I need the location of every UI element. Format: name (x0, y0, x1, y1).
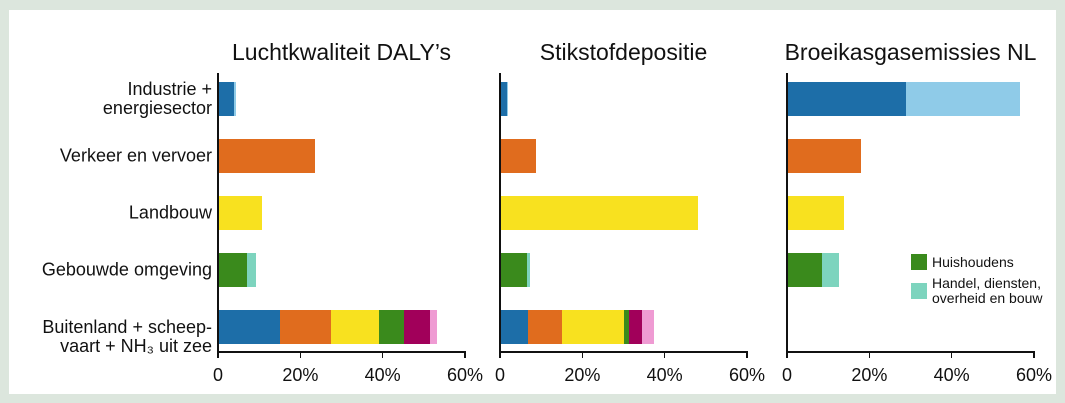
bar-segment (429, 310, 438, 344)
x-tick (217, 352, 219, 358)
x-tick (786, 352, 788, 358)
bar-segment (905, 82, 1020, 116)
bar-segment (233, 82, 237, 116)
category-label: Gebouwde omgeving (41, 259, 212, 280)
x-tick-label: 20% (282, 365, 319, 385)
bar-segment (787, 82, 906, 116)
bar-segment (624, 310, 630, 344)
bar-segment (527, 310, 563, 344)
x-tick (868, 352, 871, 358)
legend-label: Handel, diensten, overheid en bouw (932, 275, 1043, 306)
x-tick (581, 352, 584, 358)
x-tick-label: 40% (646, 365, 683, 385)
x-tick-label: 60% (446, 365, 484, 385)
x-tick (464, 352, 466, 358)
x-tick-label: 60% (728, 365, 766, 385)
x-tick (299, 352, 302, 358)
category-label: Verkeer en vervoer (59, 145, 212, 166)
bar-segment (527, 253, 531, 287)
x-tick-label: 0 (212, 365, 224, 385)
bar-segment (404, 310, 430, 344)
x-tick-label: 20% (851, 365, 888, 385)
category-label: Buitenland + scheep- vaart + NH₃ uit zee (42, 317, 212, 356)
x-tick-label: 40% (364, 365, 401, 385)
bar-segment (629, 310, 643, 344)
bar-segment (787, 139, 862, 173)
bar-segment (246, 253, 256, 287)
bar-segment (218, 253, 247, 287)
x-tick-label: 20% (564, 365, 601, 385)
bar-segment (787, 253, 822, 287)
x-tick (950, 352, 953, 358)
bar-segment (562, 310, 625, 344)
x-axis-line (217, 351, 466, 353)
bar-segment (500, 82, 507, 116)
bar-segment (500, 310, 528, 344)
bar-segment (506, 82, 508, 116)
bar-segment (379, 310, 405, 344)
x-tick-label: 0 (494, 365, 506, 385)
bar-segment (218, 82, 234, 116)
x-tick-label: 0 (781, 365, 793, 385)
x-axis-line (786, 351, 1035, 353)
x-tick (746, 352, 748, 358)
chart-title: Luchtkwaliteit DALY’s (231, 39, 452, 65)
legend-label: Huishoudens (932, 254, 1014, 270)
x-tick (1033, 352, 1035, 358)
x-tick (499, 352, 501, 358)
x-tick (381, 352, 384, 358)
y-axis-line (786, 73, 788, 353)
x-tick-label: 40% (933, 365, 970, 385)
legend-swatch (911, 283, 927, 299)
bar-segment (787, 196, 844, 230)
category-label: Landbouw (128, 202, 212, 223)
bar-segment (280, 310, 332, 344)
chart-title: Stikstofdepositie (539, 39, 708, 65)
bar-segment (218, 196, 263, 230)
x-axis-line (499, 351, 748, 353)
bar-segment (331, 310, 380, 344)
bar-segment (642, 310, 655, 344)
bar-segment (821, 253, 839, 287)
bar-segment (500, 253, 528, 287)
legend-swatch (911, 254, 927, 270)
bar-segment (500, 139, 536, 173)
y-axis-line (499, 73, 501, 353)
chart-title: Broeikasgasemissies NL (784, 39, 1037, 65)
bar-segment (218, 139, 315, 173)
category-label: Industrie + energiesector (102, 79, 212, 118)
bar-segment (218, 310, 281, 344)
bar-segment (500, 196, 698, 230)
x-tick (663, 352, 666, 358)
x-tick-label: 60% (1015, 365, 1053, 385)
y-axis-line (217, 73, 219, 353)
